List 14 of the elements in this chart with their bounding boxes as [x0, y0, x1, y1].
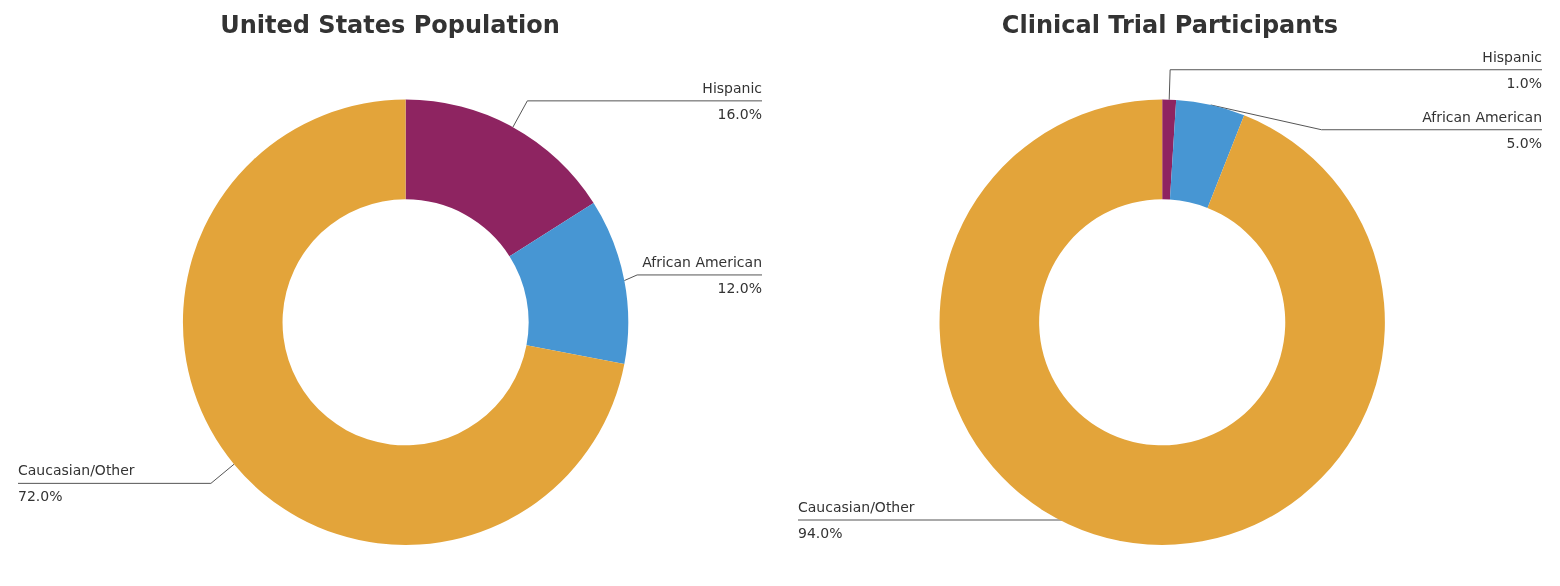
data-label: 5.0%: [1506, 134, 1542, 151]
data-label: 72.0%: [18, 488, 63, 505]
chart-title: United States Population: [220, 11, 560, 39]
slice-label: African American: [1422, 108, 1542, 125]
slice-label: Hispanic: [702, 79, 762, 96]
slice-label: African American: [642, 253, 762, 270]
data-label: 16.0%: [717, 105, 762, 122]
slice-label: Hispanic: [1482, 48, 1542, 65]
data-label: 1.0%: [1506, 74, 1542, 91]
slice-label: Caucasian/Other: [18, 462, 135, 479]
data-label: 12.0%: [717, 279, 762, 296]
chart-title: Clinical Trial Participants: [1001, 11, 1339, 39]
data-label: 94.0%: [798, 525, 843, 541]
slice-label: Caucasian/Other: [798, 499, 915, 515]
